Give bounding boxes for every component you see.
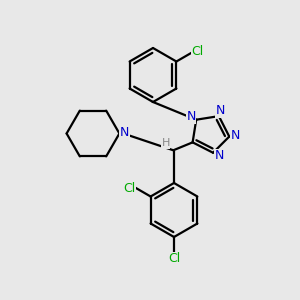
Text: Cl: Cl xyxy=(124,182,136,195)
Text: H: H xyxy=(161,138,170,148)
Text: N: N xyxy=(120,125,130,139)
Text: Cl: Cl xyxy=(191,45,203,58)
Text: Cl: Cl xyxy=(168,252,180,266)
Text: N: N xyxy=(231,129,240,142)
Text: N: N xyxy=(216,104,225,117)
Text: N: N xyxy=(186,110,196,123)
Text: N: N xyxy=(214,149,224,162)
